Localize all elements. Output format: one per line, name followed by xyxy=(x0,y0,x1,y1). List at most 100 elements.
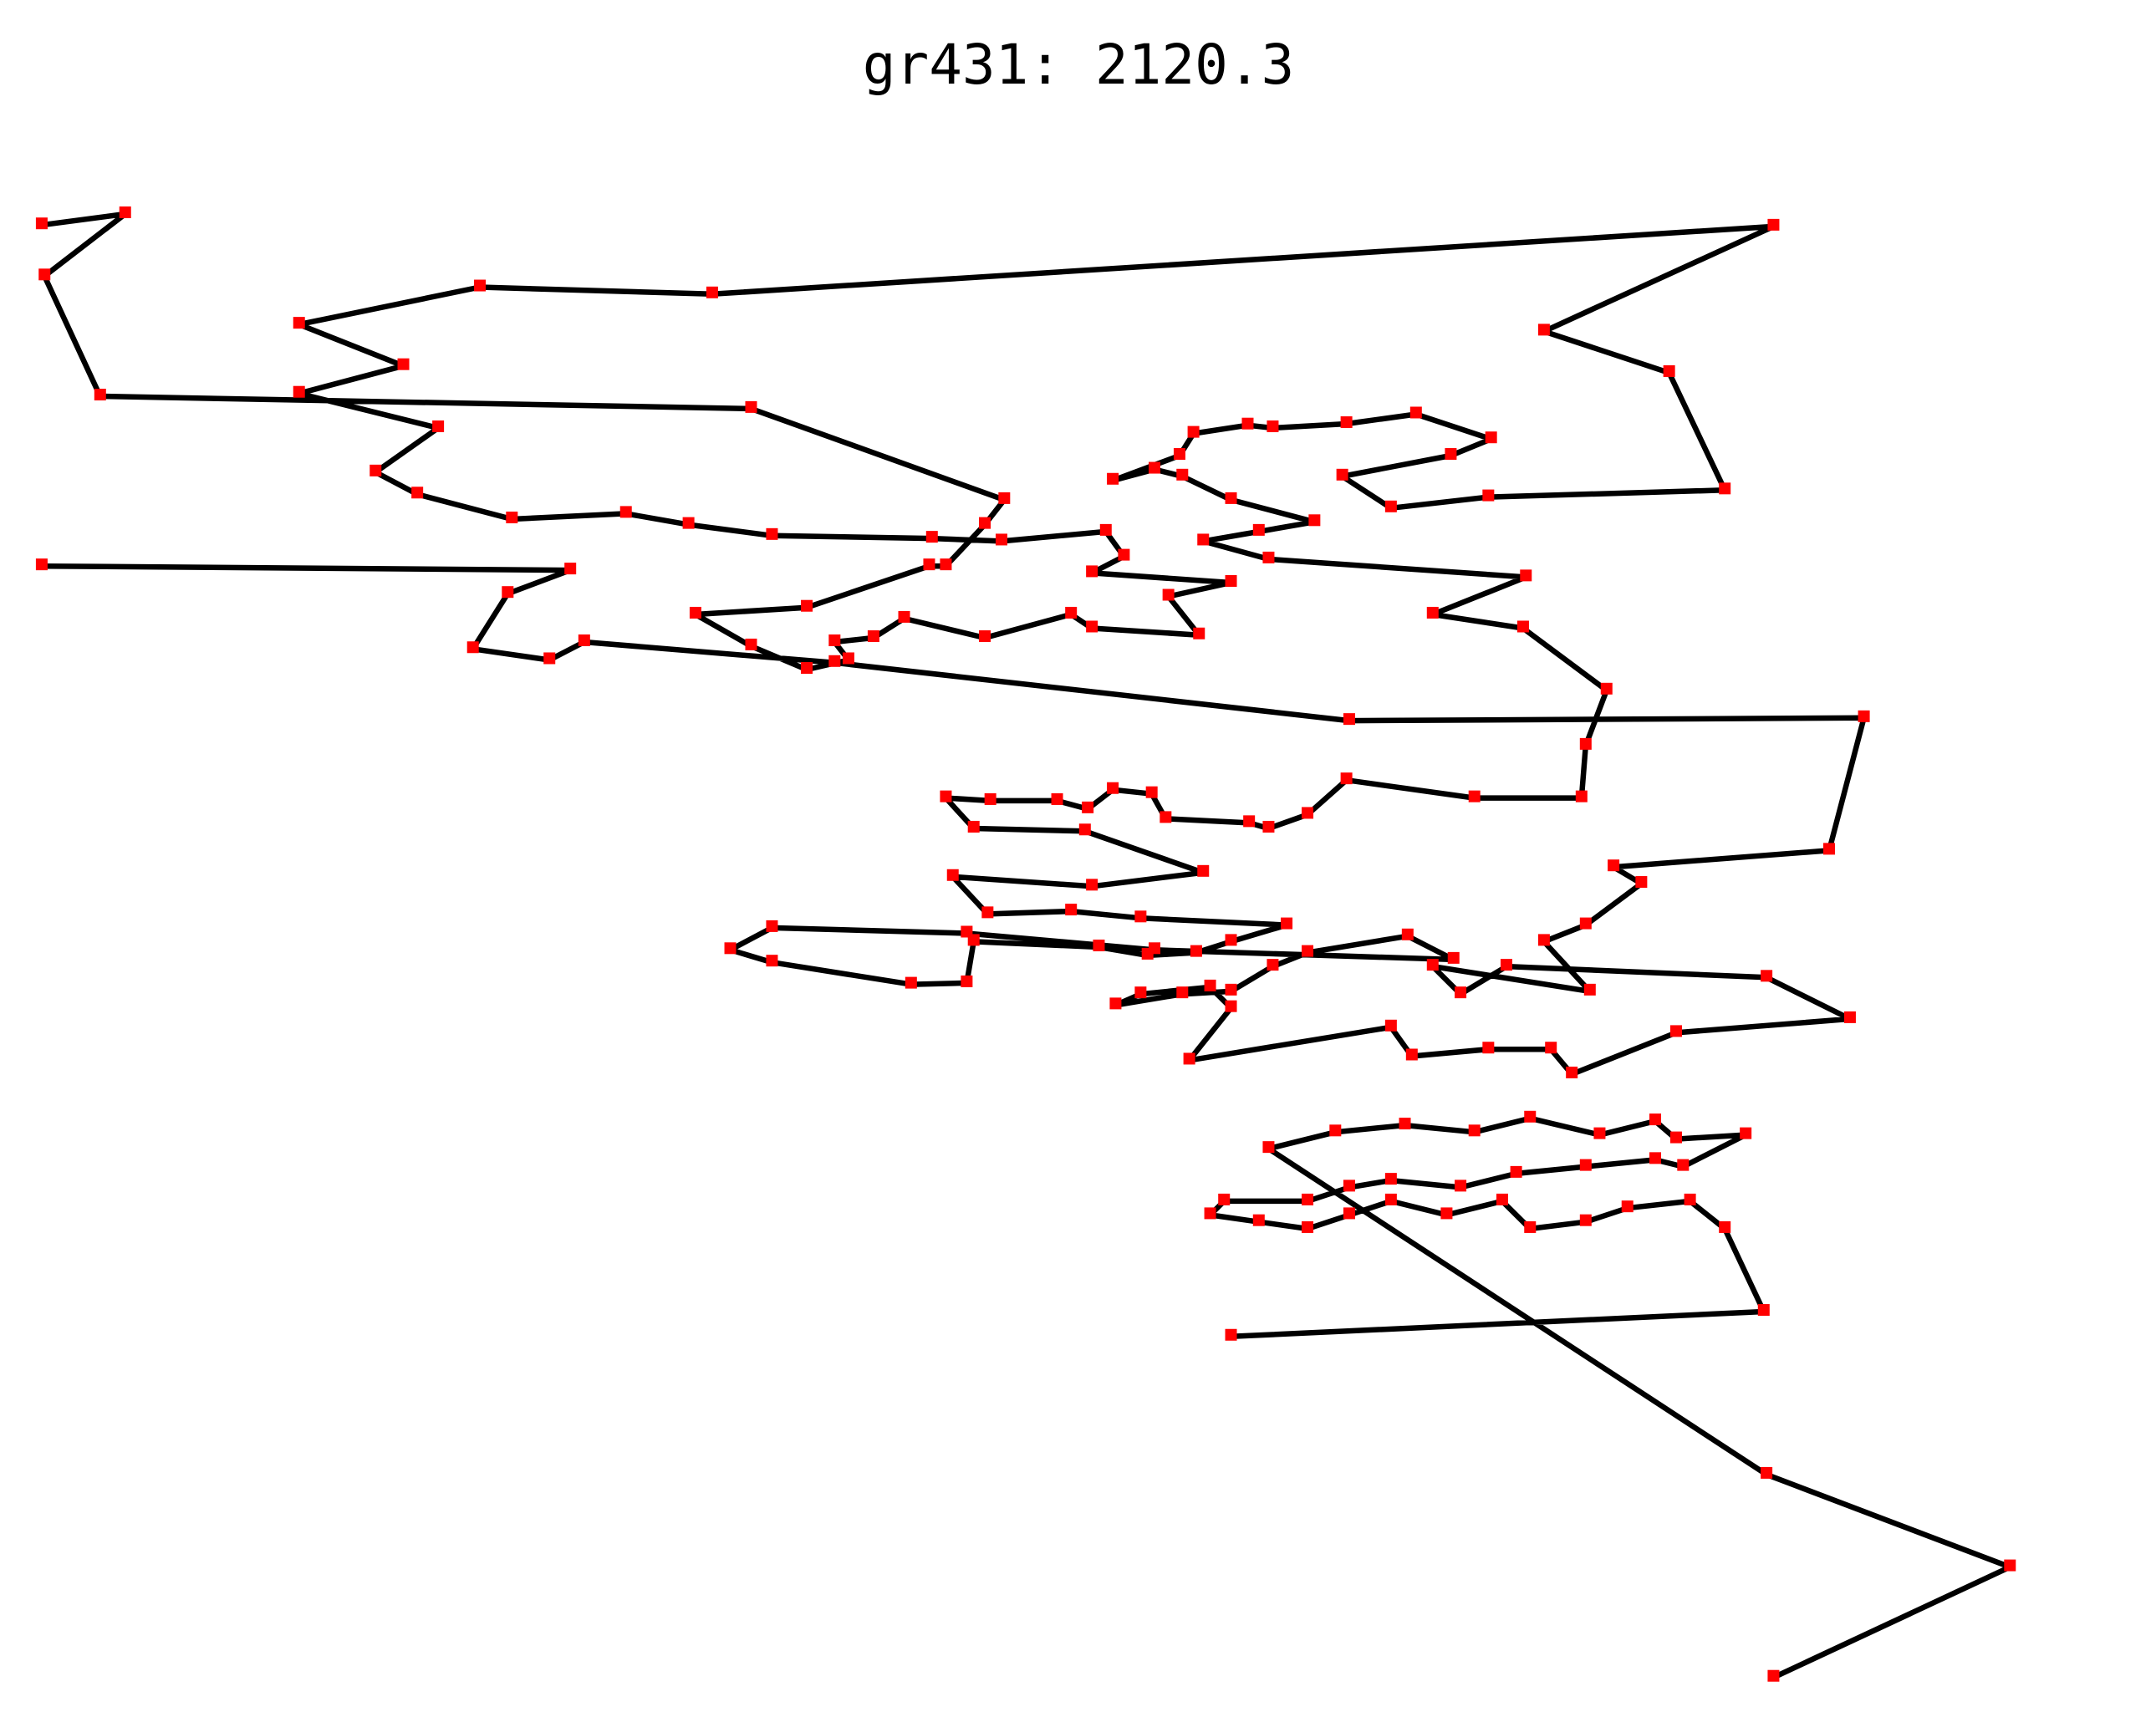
city-marker xyxy=(946,869,959,881)
city-marker xyxy=(940,790,952,802)
city-marker xyxy=(995,533,1007,546)
tour-line xyxy=(41,211,2013,1680)
city-marker xyxy=(801,599,813,612)
city-marker xyxy=(1545,1042,1557,1054)
city-marker xyxy=(1078,823,1091,836)
city-marker xyxy=(1516,620,1529,633)
city-marker xyxy=(1343,713,1355,726)
city-marker xyxy=(1761,1466,1773,1479)
city-marker xyxy=(1579,1159,1592,1171)
city-marker xyxy=(1107,472,1119,485)
city-marker xyxy=(1384,1193,1397,1205)
city-marker xyxy=(1099,523,1112,536)
city-marker xyxy=(1225,1328,1237,1341)
city-marker xyxy=(397,358,410,370)
city-marker xyxy=(1162,588,1175,601)
city-marker xyxy=(1197,864,1210,877)
city-marker xyxy=(766,920,778,932)
city-marker xyxy=(1608,859,1620,872)
city-marker xyxy=(1649,1113,1662,1126)
city-marker xyxy=(1677,1159,1690,1171)
city-marker xyxy=(1134,910,1147,923)
city-marker xyxy=(35,217,48,230)
city-marker xyxy=(1719,482,1731,495)
city-marker xyxy=(1093,940,1105,952)
city-marker xyxy=(1302,1193,1314,1205)
city-marker xyxy=(1086,565,1098,578)
city-marker xyxy=(1243,815,1256,828)
city-marker xyxy=(745,400,757,413)
city-marker xyxy=(842,652,854,665)
city-marker xyxy=(1445,448,1457,461)
city-marker xyxy=(1051,792,1063,805)
city-marker xyxy=(506,512,518,524)
city-marker xyxy=(1621,1200,1634,1213)
city-marker xyxy=(766,527,778,540)
city-marker xyxy=(1822,843,1835,855)
city-marker xyxy=(923,558,935,571)
city-marker xyxy=(1524,1220,1537,1233)
city-marker xyxy=(828,655,841,667)
city-marker xyxy=(1669,1131,1682,1144)
city-marker xyxy=(1329,1124,1342,1137)
city-marker xyxy=(293,385,305,398)
city-marker xyxy=(1399,1118,1411,1130)
city-marker xyxy=(1241,417,1254,430)
city-marker xyxy=(35,558,48,571)
city-marker xyxy=(1149,461,1161,474)
city-marker xyxy=(1086,620,1098,633)
city-marker xyxy=(1767,218,1780,231)
city-marker xyxy=(1149,942,1161,955)
city-marker xyxy=(474,279,487,292)
city-marker xyxy=(1384,1019,1397,1032)
city-marker xyxy=(1649,1152,1662,1164)
city-marker xyxy=(1343,1180,1355,1192)
city-marker xyxy=(1281,917,1293,930)
city-marker xyxy=(1336,468,1348,481)
city-marker xyxy=(1468,790,1481,802)
city-marker xyxy=(38,268,51,281)
city-marker xyxy=(981,906,994,919)
city-marker xyxy=(1843,1011,1856,1023)
city-marker xyxy=(1225,574,1237,587)
city-marker xyxy=(1384,1173,1397,1185)
city-marker xyxy=(745,638,757,650)
city-marker xyxy=(1719,1220,1731,1233)
city-marker xyxy=(984,792,996,805)
city-marker xyxy=(1455,986,1467,999)
city-marker xyxy=(682,517,695,529)
city-marker xyxy=(1575,790,1588,802)
city-marker xyxy=(1262,551,1275,563)
city-marker xyxy=(1252,523,1265,536)
city-marker xyxy=(1757,1304,1770,1317)
city-marker xyxy=(961,925,973,938)
city-marker xyxy=(1252,1214,1265,1226)
city-marker xyxy=(119,206,131,218)
city-marker xyxy=(1118,548,1130,561)
city-marker xyxy=(543,652,556,665)
city-marker xyxy=(1225,492,1237,504)
city-marker xyxy=(979,517,991,529)
city-marker xyxy=(1579,917,1592,930)
city-marker xyxy=(1173,448,1185,461)
city-marker xyxy=(1340,772,1353,785)
city-marker xyxy=(828,634,841,646)
city-marker xyxy=(1384,500,1397,512)
city-marker xyxy=(1204,979,1216,991)
city-marker xyxy=(1225,1000,1237,1012)
city-marker xyxy=(1520,569,1532,582)
city-marker xyxy=(1485,431,1497,444)
city-marker xyxy=(1176,468,1189,481)
chart-title: gr431: 2120.3 xyxy=(863,33,1295,97)
city-marker xyxy=(1455,1180,1467,1192)
city-marker xyxy=(1426,606,1439,619)
city-marker xyxy=(1600,682,1613,695)
city-marker xyxy=(967,820,980,833)
city-marker xyxy=(898,610,910,623)
city-marker xyxy=(925,531,938,543)
city-marker xyxy=(1440,1207,1453,1220)
city-marker xyxy=(1482,489,1495,502)
city-marker xyxy=(1267,420,1279,432)
city-marker xyxy=(1197,533,1210,546)
city-marker xyxy=(466,641,479,654)
